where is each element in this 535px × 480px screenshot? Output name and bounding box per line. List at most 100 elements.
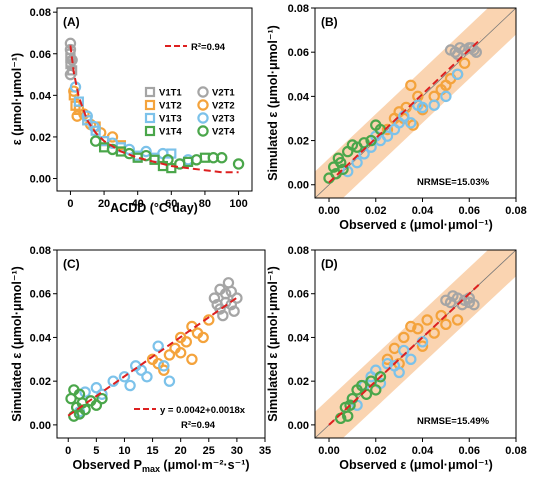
panel-a-x-tick-label: 60 <box>165 198 177 210</box>
legend-label-v1t3: V1T3 <box>159 114 182 125</box>
panel-d-x-tick-label: 0.08 <box>505 445 526 457</box>
panel-c-label: (C) <box>63 257 80 271</box>
panel-b-x-tick-label: 0.00 <box>318 205 339 217</box>
panel-d-label: (D) <box>321 257 338 271</box>
panel-b-x-tick-label: 0.06 <box>459 205 480 217</box>
panel-a-point-v1t4 <box>149 154 160 165</box>
panel-d-x-tick-label: 0.00 <box>318 445 339 457</box>
panel-d-point-t2 <box>381 353 394 366</box>
panel-c-fit-line <box>67 296 238 417</box>
panel-c-x-tick-label: 0 <box>65 445 71 457</box>
panel-a-point-v2t4 <box>190 154 203 166</box>
panel-a-point-v2t4 <box>140 149 152 162</box>
legend-marker-v2t3 <box>197 112 209 124</box>
panel-d-x-axis-label: Observed ε (μmol·μmol⁻¹) <box>339 458 493 472</box>
panel-c-point-t3 <box>124 379 136 392</box>
panel-a-label: (A) <box>63 15 80 29</box>
panel-c-x-tick-label: 25 <box>203 445 215 457</box>
panel-c-point-t2 <box>186 353 198 366</box>
panel-c-x-axis-label-main: Observed P <box>72 458 141 472</box>
panel-a-x-tick-label: 20 <box>98 198 110 210</box>
panel-c-x-tick-label: 15 <box>146 445 158 457</box>
legend-label-v1t2: V1T2 <box>159 101 182 112</box>
panel-b-x-tick-label: 0.04 <box>412 205 434 217</box>
panel-d-point-t3 <box>393 366 405 379</box>
panel-a-fit-line <box>69 45 239 174</box>
panel-a-x-tick-label: 100 <box>229 198 247 210</box>
panel-c-point-t4 <box>90 399 103 411</box>
panel-d-y-tick-label: 0.04 <box>288 332 310 344</box>
legend-marker-v1t4 <box>144 125 156 137</box>
panel-c-point-t4 <box>96 392 108 405</box>
panel-a-point-v2t3 <box>140 145 152 158</box>
panel-b-point-t3 <box>381 130 394 142</box>
panel-c-point-t1 <box>228 305 240 317</box>
panel-d-point-t2 <box>405 320 417 333</box>
panel-b-point-t3 <box>451 68 464 80</box>
legend-label-v2t1: V2T1 <box>212 88 235 99</box>
panel-c-point-t1 <box>214 303 226 315</box>
panel-a-x-tick-label: 0 <box>67 198 73 210</box>
panel-c-x-tick-label: 10 <box>118 445 130 457</box>
legend-marker-v2t1 <box>197 86 209 98</box>
legend-marker-v2t4 <box>197 125 209 137</box>
panel-d-point-t2 <box>412 322 424 335</box>
panel-c-y-tick-label: 0.00 <box>30 420 51 432</box>
panel-d-point-t2 <box>440 318 452 331</box>
panel-a-point-v2t1 <box>64 43 77 56</box>
panel-b-point-t3 <box>351 156 363 169</box>
panel-c-y-axis-label: Simulated ε (μmol·μmol⁻¹) <box>10 266 24 422</box>
legend-label-v2t4: V2T4 <box>212 127 235 138</box>
panel-c-point-t3 <box>118 371 131 383</box>
panel-d-point-t1 <box>447 290 459 302</box>
legend-label-v1t4: V1T4 <box>159 127 182 138</box>
panel-c-y-tick-label: 0.08 <box>30 245 51 257</box>
panel-c-point-t3 <box>79 386 91 398</box>
panel-c-point-t3 <box>158 360 170 372</box>
panel-d-point-t4 <box>356 379 368 392</box>
panel-c-x-tick-label: 5 <box>93 445 99 457</box>
panel-d-y-tick-label: 0.00 <box>288 420 309 432</box>
panel-c-x-axis-label: Observed Pmax (μmol·m⁻²·s⁻¹) <box>72 458 249 474</box>
panel-a-x-axis-label: ACDD (°C·day) <box>110 201 198 215</box>
panel-c-x-axis-label-subscript: max <box>142 464 160 474</box>
panel-b-point-t4 <box>358 137 370 149</box>
panel-b-x-axis-label: Observed ε (μmol·μmol⁻¹) <box>339 218 493 232</box>
panel-b-point-t2 <box>381 123 394 136</box>
panel-c-fit-r2: R²=0.94 <box>181 420 216 431</box>
panel-a-y-tick-label: 0.00 <box>30 174 51 186</box>
panel-c-point-t2 <box>152 357 164 370</box>
panel-d-x-tick-label: 0.06 <box>459 445 480 457</box>
panel-b-y-tick-label: 0.00 <box>288 180 309 192</box>
panel-a-point-v1t3 <box>82 115 93 126</box>
panel-d-x-tick-label: 0.04 <box>412 445 434 457</box>
panel-c-point-t2 <box>158 364 170 376</box>
panel-b-point-t3 <box>416 101 429 114</box>
panel-d-point-t2 <box>416 340 429 352</box>
panel-c-point-t4 <box>73 408 86 420</box>
panel-c-y-tick-label: 0.02 <box>30 376 51 388</box>
panel-a-point-v2t4 <box>174 158 186 170</box>
panel-b-y-tick-label: 0.04 <box>288 91 310 103</box>
panel-d-x-tick-label: 0.02 <box>365 445 386 457</box>
panel-d-point-t2 <box>398 331 410 344</box>
panel-a-x-tick-label: 80 <box>199 198 211 210</box>
panel-a-point-v2t4 <box>123 147 135 160</box>
panel-c-fit-equation: y = 0.0042+0.0018x <box>160 405 246 416</box>
panel-c-x-tick-label: 35 <box>259 445 271 457</box>
panel-a-legend-fit-label: R²=0.94 <box>191 42 226 53</box>
panel-c-point-t2 <box>163 349 176 361</box>
panel-a-point-v2t1 <box>64 68 77 81</box>
panel-b-point-t4 <box>365 134 377 147</box>
panel-d-y-tick-label: 0.08 <box>288 245 309 257</box>
panel-a-y-tick-label: 0.08 <box>30 7 51 19</box>
legend-marker-v2t2 <box>197 99 209 111</box>
panel-c-x-tick-label: 20 <box>175 445 187 457</box>
panel-b-point-t4 <box>332 152 345 164</box>
panel-c-point-t3 <box>130 360 142 372</box>
panel-c-point-t3 <box>90 382 103 394</box>
panel-d-point-t3 <box>381 357 394 370</box>
panel-d-point-t4 <box>344 399 356 411</box>
panel-b-one-to-one-line <box>315 8 516 198</box>
panel-d-point-t4 <box>342 410 354 422</box>
